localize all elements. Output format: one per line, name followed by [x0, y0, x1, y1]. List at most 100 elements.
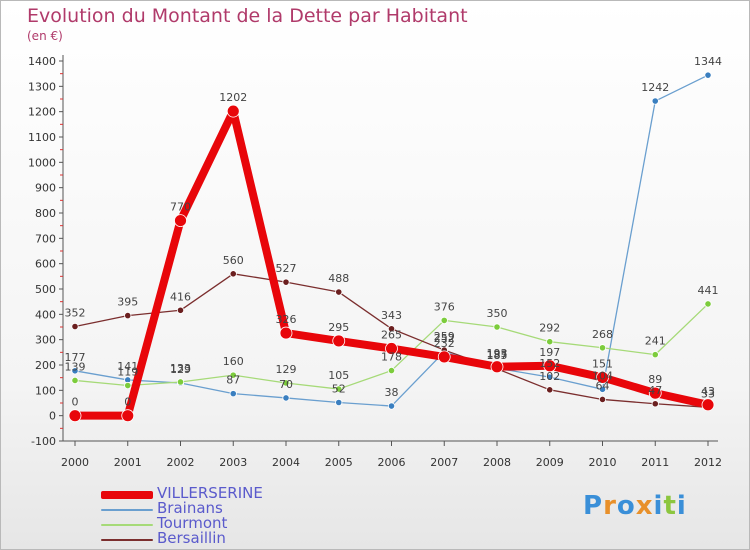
data-label: 105 [328, 369, 349, 382]
data-point [71, 322, 79, 331]
data-label: 252 [434, 332, 455, 345]
data-point [282, 394, 290, 402]
x-tick-label: 2008 [483, 456, 511, 469]
y-tick-label: 100 [35, 384, 56, 397]
data-label: 177 [65, 351, 86, 364]
data-point [543, 359, 557, 373]
y-tick-label: 200 [35, 359, 56, 372]
data-point [651, 97, 659, 105]
data-label: 129 [170, 363, 191, 376]
data-point [387, 366, 396, 375]
data-point [226, 104, 240, 118]
data-label: 129 [276, 363, 297, 376]
data-label: 33 [701, 387, 715, 400]
data-label: 241 [645, 335, 666, 348]
data-label: 43 [701, 385, 715, 398]
y-tick-label: 300 [35, 334, 56, 347]
y-tick-label: 1000 [28, 156, 56, 169]
chart-subtitle: (en €) [27, 29, 63, 43]
brand-letter: r [603, 491, 617, 521]
legend-label: Brainans [157, 499, 223, 517]
x-tick-label: 2001 [114, 456, 142, 469]
brand-letter: i [676, 491, 687, 521]
chart-title: Evolution du Montant de la Dette par Hab… [27, 5, 468, 27]
data-label: 376 [434, 300, 455, 313]
data-point [174, 214, 187, 228]
data-point [387, 402, 396, 410]
legend-label: VILLERSERINE [157, 484, 263, 502]
data-label: 441 [698, 284, 719, 297]
data-label: 187 [487, 348, 508, 361]
data-label: 1344 [694, 55, 722, 68]
data-point [651, 351, 659, 359]
data-label: 560 [223, 254, 244, 267]
data-point [332, 334, 346, 348]
data-point [335, 398, 343, 407]
data-label: 343 [381, 309, 402, 322]
data-label: 160 [223, 355, 244, 368]
data-label: 139 [65, 360, 86, 373]
x-tick-label: 2006 [378, 456, 406, 469]
data-point [229, 371, 237, 379]
brand-letter: i [653, 491, 664, 521]
data-point [176, 378, 185, 386]
data-label: 1202 [219, 91, 247, 104]
legend-swatch [101, 509, 153, 511]
x-tick-label: 2007 [430, 456, 458, 469]
legend-label: Bersaillin [157, 529, 226, 547]
data-point [437, 350, 451, 364]
data-label: 232 [434, 337, 455, 350]
data-label: 119 [117, 366, 138, 379]
data-point [704, 71, 712, 79]
y-tick-label: -100 [31, 435, 56, 448]
brand-letter: o [616, 491, 636, 521]
data-label: 64 [596, 379, 610, 392]
data-label: 38 [385, 386, 399, 399]
data-label: 416 [170, 290, 191, 303]
x-tick-label: 2012 [694, 456, 722, 469]
data-label: 102 [539, 370, 560, 383]
data-point [598, 385, 607, 393]
data-point [596, 371, 609, 384]
brand-letter: P [583, 491, 604, 521]
data-point [648, 386, 662, 400]
data-label: 141 [117, 360, 138, 373]
data-label: 265 [381, 329, 402, 342]
data-point [440, 316, 448, 325]
data-point [124, 381, 132, 390]
data-label: 395 [117, 296, 138, 309]
data-label: 0 [124, 396, 131, 409]
data-label: 185 [487, 349, 508, 362]
data-point [598, 395, 607, 404]
legend-swatch [101, 491, 153, 499]
data-label: 1242 [641, 81, 669, 94]
data-label: 268 [592, 328, 613, 341]
x-tick-label: 2002 [167, 456, 195, 469]
y-tick-label: 500 [35, 283, 56, 296]
y-tick-label: 1400 [28, 55, 56, 68]
data-point [704, 300, 712, 308]
data-label: 70 [279, 378, 293, 391]
data-point [279, 326, 293, 340]
y-tick-label: 1200 [28, 106, 56, 119]
data-label: 527 [276, 262, 297, 275]
data-label: 259 [434, 330, 455, 343]
brand-letter: t [663, 491, 677, 521]
y-tick-label: 0 [49, 410, 56, 423]
x-tick-label: 2003 [219, 456, 247, 469]
y-tick-label: 400 [35, 308, 56, 321]
y-tick-label: 1300 [28, 80, 56, 93]
data-label: 133 [170, 362, 191, 375]
data-point [68, 409, 82, 423]
legend-swatch [101, 539, 153, 541]
brand-letter: x [635, 491, 654, 521]
data-label: 350 [487, 307, 508, 320]
data-label: 104 [592, 369, 613, 382]
data-label: 352 [65, 306, 86, 319]
proxiti-logo: Proxiti [583, 491, 687, 521]
x-tick-label: 2011 [641, 456, 669, 469]
x-tick-label: 2009 [536, 456, 564, 469]
data-point [124, 311, 132, 320]
data-point [282, 278, 290, 286]
